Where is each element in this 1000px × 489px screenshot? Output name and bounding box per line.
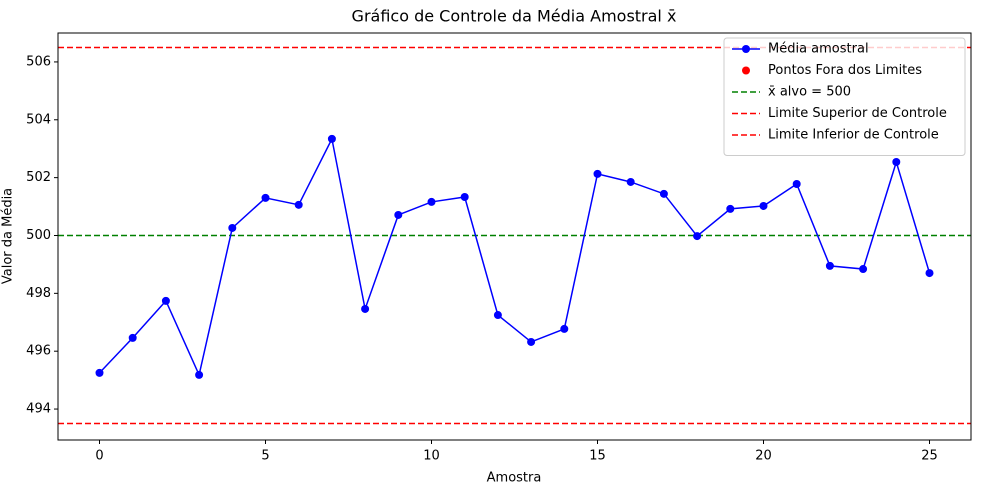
data-point bbox=[859, 265, 868, 274]
y-axis-label: Valor da Média bbox=[1, 188, 16, 284]
data-point bbox=[361, 304, 370, 313]
y-tick-label: 500 bbox=[26, 228, 51, 243]
x-axis-label: Amostra bbox=[487, 471, 542, 486]
x-tick-label: 5 bbox=[261, 449, 269, 464]
data-point bbox=[759, 201, 768, 210]
data-point bbox=[726, 204, 735, 213]
data-point bbox=[327, 134, 336, 143]
data-point bbox=[427, 197, 436, 206]
x-tick-label: 25 bbox=[921, 449, 938, 464]
legend: Média amostral Pontos Fora dos Limites x̄ … bbox=[723, 37, 966, 156]
x-tick-label: 0 bbox=[95, 449, 103, 464]
chart-title: Gráfico de Controle da Média Amostral x̄ bbox=[352, 7, 677, 26]
legend-label: Limite Inferior de Controle bbox=[768, 128, 939, 143]
data-point bbox=[261, 193, 270, 202]
data-point bbox=[593, 169, 602, 178]
data-point bbox=[161, 296, 170, 305]
data-point bbox=[195, 370, 204, 379]
y-tick-label: 504 bbox=[26, 112, 51, 127]
data-point bbox=[659, 189, 668, 198]
data-point bbox=[560, 324, 569, 333]
data-point bbox=[892, 158, 901, 167]
y-tick-label: 506 bbox=[26, 54, 51, 69]
data-point bbox=[527, 337, 536, 346]
legend-label: Média amostral bbox=[768, 42, 869, 57]
data-point bbox=[825, 261, 834, 270]
data-point bbox=[493, 311, 502, 320]
data-point bbox=[792, 179, 801, 188]
data-point bbox=[95, 368, 104, 377]
x-tick-label: 15 bbox=[589, 449, 606, 464]
legend-marker bbox=[742, 45, 750, 53]
legend-marker bbox=[742, 66, 750, 75]
data-point bbox=[626, 177, 635, 186]
y-tick-label: 494 bbox=[26, 402, 51, 417]
x-tick-label: 20 bbox=[755, 449, 772, 464]
y-tick-label: 502 bbox=[26, 170, 51, 185]
data-line bbox=[98, 136, 931, 378]
data-point bbox=[460, 193, 469, 202]
data-point bbox=[128, 333, 137, 342]
y-tick-label: 496 bbox=[26, 344, 51, 359]
x-tick-label: 10 bbox=[423, 449, 440, 464]
plot-frame bbox=[57, 32, 972, 441]
data-point bbox=[693, 232, 702, 241]
legend-box bbox=[723, 37, 966, 156]
legend-label: x̄ alvo = 500 bbox=[768, 85, 851, 100]
data-point bbox=[925, 269, 934, 278]
data-point bbox=[394, 210, 403, 219]
legend-label: Limite Superior de Controle bbox=[768, 106, 947, 121]
data-point bbox=[294, 200, 303, 209]
y-tick-label: 498 bbox=[26, 286, 51, 301]
legend-label: Pontos Fora dos Limites bbox=[768, 63, 922, 78]
data-point bbox=[228, 223, 237, 232]
